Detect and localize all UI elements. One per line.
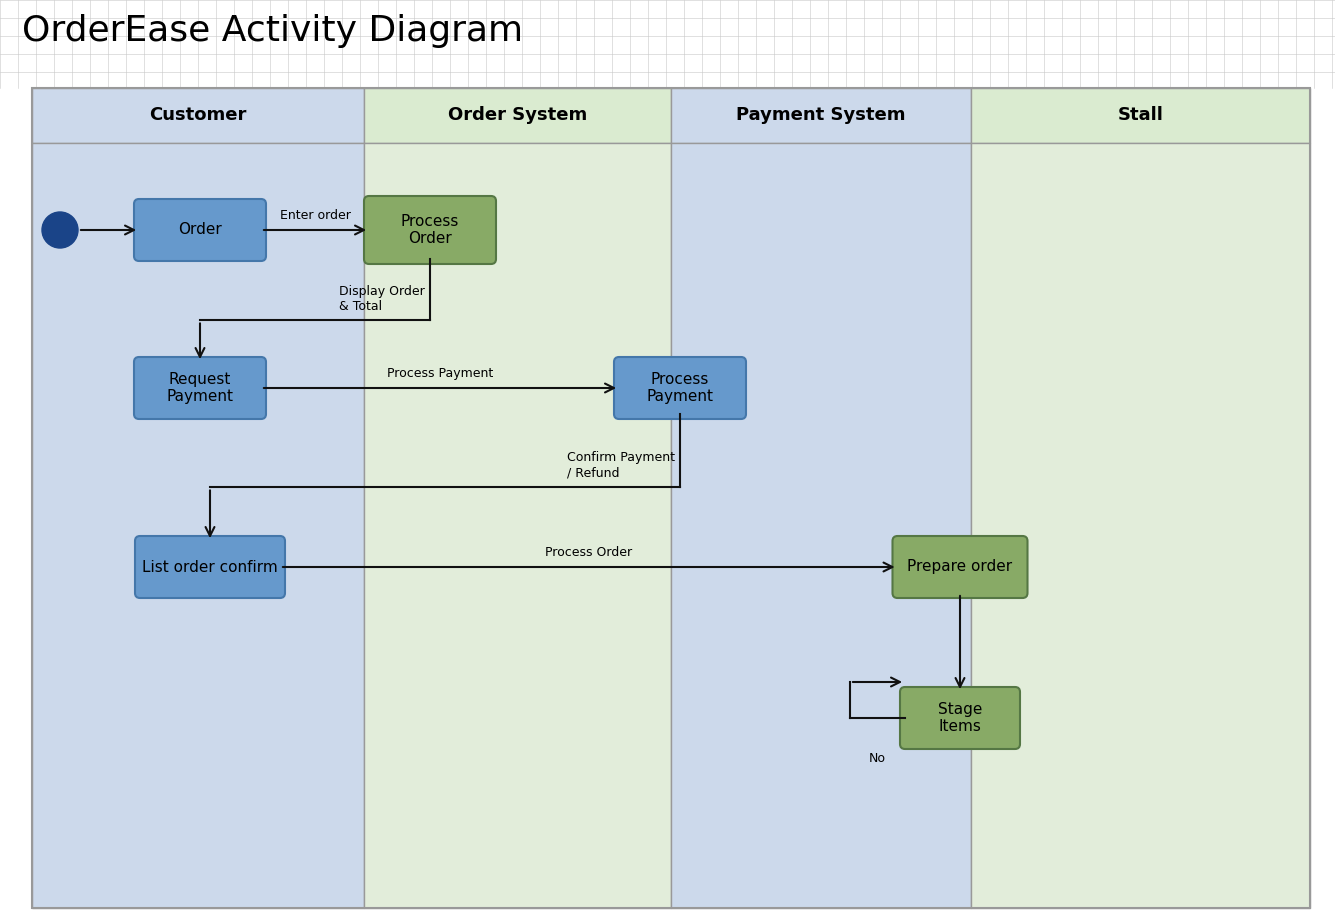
- Text: Process Order: Process Order: [545, 546, 633, 559]
- Bar: [32, 88, 1310, 908]
- Text: No: No: [869, 752, 886, 765]
- FancyBboxPatch shape: [900, 687, 1020, 749]
- Bar: [972, 143, 1310, 908]
- Text: Order: Order: [178, 223, 222, 237]
- FancyBboxPatch shape: [134, 357, 266, 419]
- Text: Process Payment: Process Payment: [387, 367, 493, 380]
- FancyBboxPatch shape: [893, 536, 1028, 598]
- Text: Prepare order: Prepare order: [908, 560, 1012, 574]
- Circle shape: [41, 212, 77, 248]
- Bar: [32, 143, 364, 908]
- Text: Confirm Payment
/ Refund: Confirm Payment / Refund: [567, 452, 676, 479]
- Text: Stall: Stall: [1117, 107, 1164, 124]
- Text: Process
Payment: Process Payment: [646, 372, 713, 404]
- Bar: [672, 88, 972, 143]
- Text: Payment System: Payment System: [737, 107, 906, 124]
- Text: Request
Payment: Request Payment: [167, 372, 234, 404]
- FancyBboxPatch shape: [364, 196, 497, 264]
- Bar: [672, 143, 972, 908]
- Text: Stage
Items: Stage Items: [937, 702, 983, 734]
- Bar: [364, 88, 672, 143]
- Bar: [364, 143, 672, 908]
- Bar: [0, 0, 1335, 88]
- FancyBboxPatch shape: [134, 199, 266, 261]
- Bar: [972, 88, 1310, 143]
- Text: List order confirm: List order confirm: [142, 560, 278, 574]
- Text: Customer: Customer: [150, 107, 247, 124]
- Text: Enter order: Enter order: [279, 209, 350, 222]
- FancyBboxPatch shape: [135, 536, 284, 598]
- FancyBboxPatch shape: [614, 357, 746, 419]
- Text: Process
Order: Process Order: [400, 214, 459, 247]
- Text: Display Order
& Total: Display Order & Total: [339, 285, 425, 312]
- Text: Order System: Order System: [449, 107, 587, 124]
- Text: OrderEase Activity Diagram: OrderEase Activity Diagram: [21, 14, 523, 48]
- Bar: [32, 88, 364, 143]
